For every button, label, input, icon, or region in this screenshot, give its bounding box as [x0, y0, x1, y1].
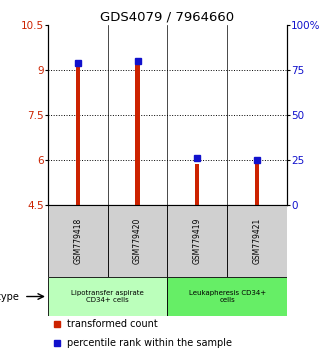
- Text: percentile rank within the sample: percentile rank within the sample: [67, 338, 232, 348]
- Bar: [48, 276, 168, 316]
- Bar: [48, 205, 108, 276]
- Bar: [76, 65, 80, 205]
- Bar: [168, 276, 287, 316]
- Text: GSM779418: GSM779418: [73, 217, 82, 264]
- Bar: [136, 61, 140, 205]
- Text: cell type: cell type: [0, 291, 19, 302]
- Text: Leukapheresis CD34+
cells: Leukapheresis CD34+ cells: [189, 290, 266, 303]
- Text: GSM779419: GSM779419: [193, 217, 202, 264]
- Text: Lipotransfer aspirate
CD34+ cells: Lipotransfer aspirate CD34+ cells: [71, 290, 144, 303]
- Bar: [168, 205, 227, 276]
- Text: GSM779420: GSM779420: [133, 217, 142, 264]
- Bar: [227, 205, 287, 276]
- Title: GDS4079 / 7964660: GDS4079 / 7964660: [100, 11, 235, 24]
- Text: transformed count: transformed count: [67, 319, 158, 329]
- Text: GSM779421: GSM779421: [253, 217, 262, 264]
- Bar: [255, 164, 259, 205]
- Bar: [108, 205, 167, 276]
- Bar: [195, 164, 199, 205]
